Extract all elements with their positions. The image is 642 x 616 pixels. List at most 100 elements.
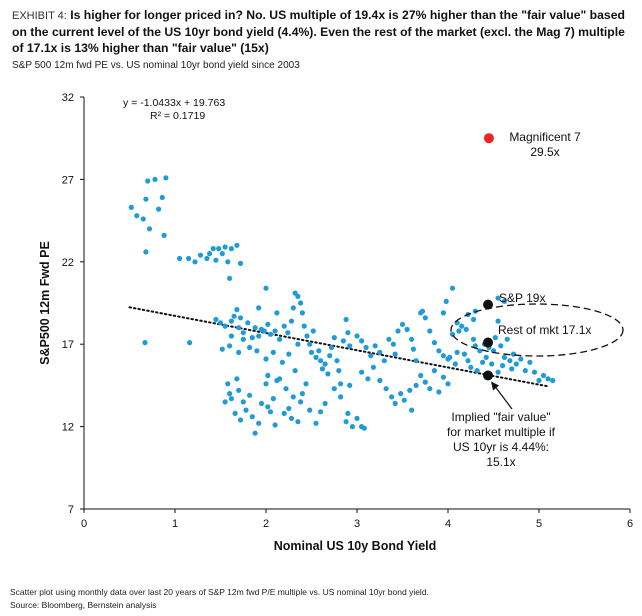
data-point bbox=[267, 409, 274, 415]
data-point bbox=[301, 323, 307, 329]
data-point bbox=[288, 318, 295, 324]
data-point bbox=[247, 392, 253, 398]
data-point bbox=[501, 354, 507, 360]
data-point bbox=[500, 363, 506, 369]
source-note: Source: Bloomberg, Bernstein analysis bbox=[10, 600, 157, 610]
data-point bbox=[472, 308, 478, 314]
data-point bbox=[146, 226, 153, 232]
data-point bbox=[427, 328, 433, 334]
footnote: Scatter plot using monthly data over las… bbox=[10, 587, 429, 597]
x-tick-label: 0 bbox=[81, 518, 87, 530]
data-point bbox=[407, 387, 413, 393]
data-point bbox=[359, 338, 365, 344]
data-point bbox=[249, 414, 255, 420]
data-point bbox=[498, 343, 504, 349]
data-point bbox=[449, 331, 456, 337]
data-point bbox=[142, 340, 148, 346]
data-point bbox=[468, 364, 474, 370]
regression-r2: R² = 0.1719 bbox=[150, 110, 205, 122]
data-point bbox=[365, 376, 371, 382]
x-tick-label: 1 bbox=[172, 518, 178, 530]
data-point bbox=[313, 420, 319, 426]
data-point bbox=[413, 358, 419, 364]
data-point bbox=[477, 348, 483, 354]
y-tick-label: 17 bbox=[62, 339, 74, 351]
data-point bbox=[331, 386, 337, 392]
y-tick-label: 22 bbox=[62, 257, 74, 269]
data-point bbox=[303, 381, 309, 387]
data-point bbox=[399, 321, 406, 327]
data-point bbox=[343, 419, 349, 425]
sp500-label: S&P 19x bbox=[499, 291, 545, 305]
data-point bbox=[237, 315, 244, 321]
data-point bbox=[440, 374, 446, 380]
data-point bbox=[288, 415, 295, 421]
data-point bbox=[409, 407, 415, 413]
data-point bbox=[161, 232, 167, 238]
data-point bbox=[316, 348, 322, 354]
data-point bbox=[377, 349, 383, 355]
data-point bbox=[272, 422, 278, 428]
data-point bbox=[422, 379, 428, 385]
data-point bbox=[225, 259, 231, 265]
data-point bbox=[313, 354, 319, 360]
y-tick-label: 27 bbox=[62, 174, 74, 186]
data-point bbox=[354, 333, 360, 339]
data-point bbox=[304, 333, 310, 339]
data-point bbox=[318, 358, 324, 364]
data-point bbox=[152, 176, 158, 182]
data-point bbox=[228, 333, 234, 339]
annotations: Magnificent 729.5x S&P 19x Rest of mkt 17.… bbox=[447, 130, 591, 469]
data-point bbox=[522, 368, 528, 374]
data-point bbox=[495, 295, 501, 301]
data-point bbox=[327, 353, 333, 359]
data-point bbox=[228, 396, 234, 402]
x-tick-label: 5 bbox=[536, 518, 542, 530]
data-point bbox=[345, 330, 351, 336]
data-point bbox=[265, 372, 271, 379]
data-point bbox=[272, 328, 278, 334]
data-point bbox=[504, 336, 510, 342]
data-point bbox=[401, 397, 407, 403]
data-point bbox=[274, 310, 280, 316]
rest-of-market-ellipse bbox=[450, 303, 624, 357]
data-point bbox=[159, 194, 165, 201]
data-point bbox=[431, 340, 437, 346]
exhibit-title: Is higher for longer priced in? No. US m… bbox=[12, 8, 625, 55]
magnificent-7-label: Magnificent 7 bbox=[509, 130, 581, 144]
data-point bbox=[431, 368, 437, 374]
data-point bbox=[298, 300, 304, 306]
data-point bbox=[322, 361, 328, 367]
data-point bbox=[377, 377, 383, 384]
data-point bbox=[197, 252, 204, 258]
data-point bbox=[347, 382, 353, 388]
data-point bbox=[228, 246, 234, 252]
data-point bbox=[216, 246, 222, 252]
x-tick-label: 6 bbox=[627, 518, 633, 530]
data-point bbox=[186, 255, 192, 262]
data-point bbox=[507, 358, 513, 364]
data-point bbox=[187, 340, 193, 346]
data-point bbox=[234, 307, 240, 313]
data-point bbox=[295, 341, 301, 347]
data-point bbox=[277, 376, 283, 382]
data-point bbox=[279, 359, 285, 365]
data-point bbox=[386, 336, 392, 342]
data-point bbox=[495, 318, 501, 324]
data-point bbox=[286, 351, 292, 357]
data-point bbox=[143, 196, 149, 202]
data-point bbox=[299, 310, 305, 316]
data-point bbox=[463, 326, 469, 332]
fair-value-label-line: 15.1x bbox=[486, 455, 515, 469]
fair-value-label-line: for market multiple if bbox=[447, 425, 556, 439]
data-point bbox=[252, 325, 258, 331]
data-point bbox=[243, 407, 249, 413]
magnificent-7-point bbox=[483, 133, 494, 144]
data-point bbox=[361, 425, 367, 431]
data-point bbox=[236, 325, 242, 331]
data-point bbox=[510, 351, 517, 357]
data-point bbox=[480, 359, 486, 365]
data-point bbox=[270, 349, 276, 355]
data-point bbox=[454, 349, 460, 355]
